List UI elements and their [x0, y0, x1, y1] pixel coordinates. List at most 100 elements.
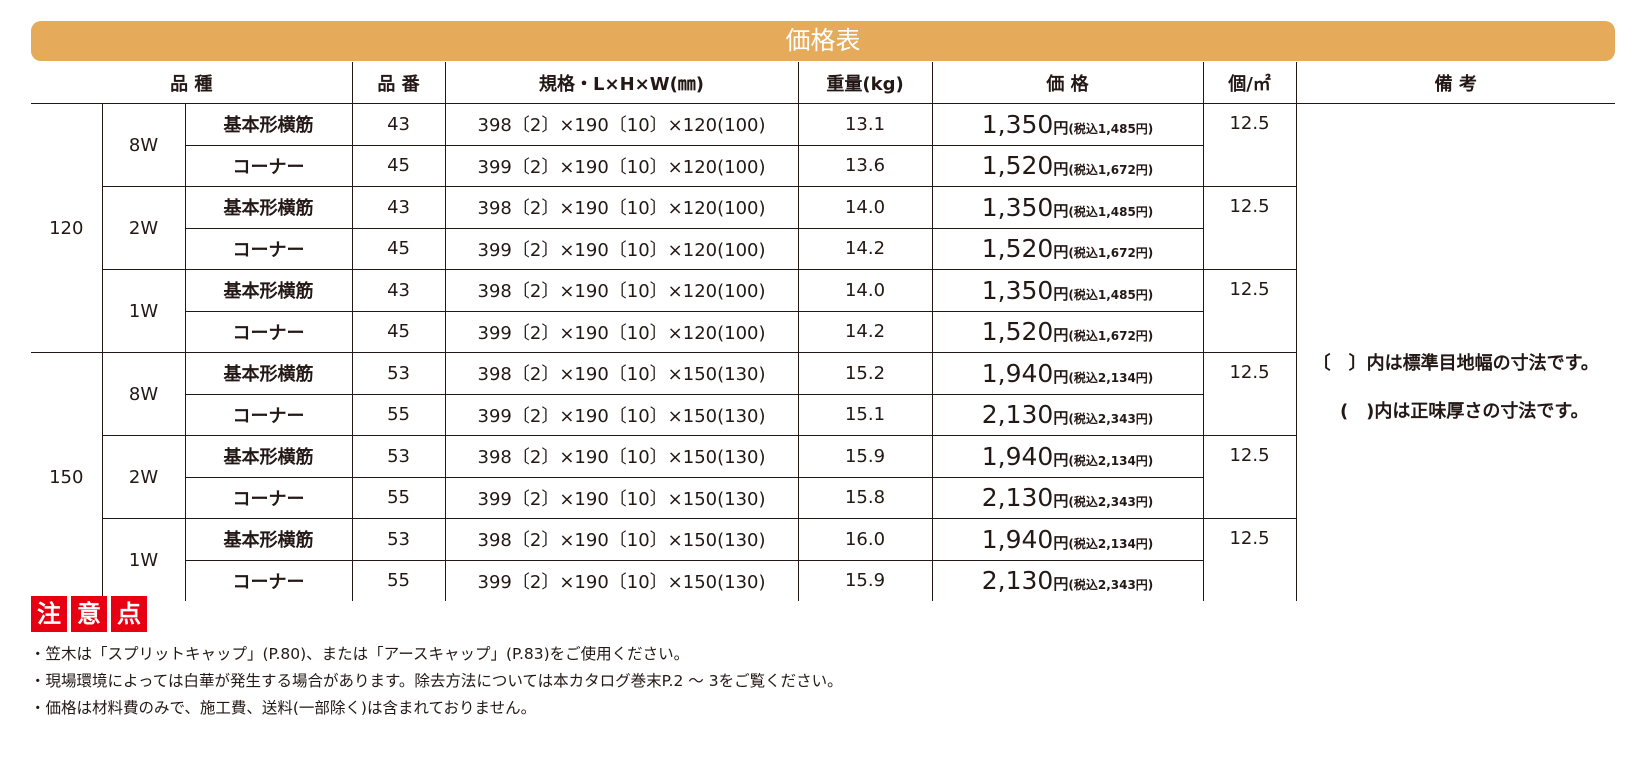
per-sqm	[1202, 477, 1297, 519]
price-yen: 円	[1053, 243, 1069, 262]
header-weight: 重量(kg)	[797, 62, 933, 104]
price-yen: 円	[1053, 575, 1069, 594]
header-per-sqm: 個/㎡	[1202, 62, 1297, 104]
price-tax-included: (税込1,672円)	[1068, 329, 1154, 344]
product-type: 基本形横筋	[184, 518, 353, 560]
header-spec: 規格・L×H×W(㎜)	[444, 62, 799, 104]
price-cell: 1,520円(税込1,672円)	[931, 144, 1204, 187]
price-tax-included: (税込2,343円)	[1068, 578, 1154, 593]
per-sqm	[1202, 145, 1297, 187]
price-tax-included: (税込1,672円)	[1068, 246, 1154, 261]
product-type: コーナー	[184, 559, 353, 601]
product-type: コーナー	[184, 310, 353, 353]
table-row: 150 8W 基本形横筋 53 398〔2〕×190〔10〕×150(130) 15.2 1…	[31, 352, 1615, 601]
spec: 399〔2〕×190〔10〕×120(100)	[444, 144, 799, 187]
spec: 399〔2〕×190〔10〕×120(100)	[444, 310, 799, 353]
price-yen: 円	[1053, 450, 1069, 469]
table-row: コーナー 45 399〔2〕×190〔10〕×120(100) 14.2 1,520円(…	[31, 227, 1615, 270]
header-product-code: 品 番	[351, 62, 446, 104]
price-yen: 円	[1053, 533, 1069, 552]
product-code: 53	[351, 435, 446, 477]
product-code: 53	[351, 352, 446, 394]
weight: 16.0	[797, 518, 933, 560]
header-price: 価 格	[931, 62, 1204, 104]
note-item: ・笠木は「スプリットキャップ」(P.80)、または「アースキャップ」(P.83)…	[30, 645, 690, 663]
weight: 14.2	[797, 310, 933, 353]
header-product-type: 品 種	[31, 62, 353, 104]
table-body: 120 8W 基本形横筋 43 398〔2〕×190〔10〕×120(100) 13.1 1…	[31, 103, 1616, 601]
spec: 398〔2〕×190〔10〕×120(100)	[444, 269, 799, 311]
price-cell: 1,350円(税込1,485円)	[931, 186, 1204, 228]
table-row: コーナー 45 399〔2〕×190〔10〕×120(100) 13.6 1,520円(…	[31, 144, 1615, 187]
remarks-cell: 〔 〕内は標準目地幅の寸法です。 ( )内は正味厚さの寸法です。	[1295, 103, 1616, 601]
spec: 399〔2〕×190〔10〕×150(130)	[444, 559, 799, 601]
spec: 398〔2〕×190〔10〕×120(100)	[444, 186, 799, 228]
spec: 399〔2〕×190〔10〕×120(100)	[444, 227, 799, 270]
price-yen: 円	[1053, 367, 1069, 386]
price-tax-included: (税込1,485円)	[1068, 204, 1154, 219]
spec: 399〔2〕×190〔10〕×150(130)	[444, 393, 799, 436]
price-tax-included: (税込2,134円)	[1068, 536, 1154, 551]
spec: 398〔2〕×190〔10〕×150(130)	[444, 518, 799, 560]
price-cell: 1,940円(税込2,134円)	[931, 352, 1204, 394]
price-yen: 円	[1053, 201, 1069, 220]
per-sqm	[1202, 560, 1297, 601]
product-code: 55	[351, 393, 446, 436]
price-tax-included: (税込1,485円)	[1068, 287, 1154, 302]
product-type: 基本形横筋	[184, 269, 353, 311]
width-cell: 1W	[101, 269, 185, 353]
weight: 15.1	[797, 393, 933, 436]
product-code: 53	[351, 518, 446, 560]
product-type: コーナー	[184, 476, 353, 519]
notice-char: 注	[31, 596, 67, 632]
per-sqm	[1202, 228, 1297, 270]
notice-label: 注 意 点	[31, 596, 147, 632]
price-tax-included: (税込2,134円)	[1068, 453, 1154, 468]
price-tax-included: (税込2,134円)	[1068, 370, 1154, 385]
price-value: 1,350	[981, 109, 1054, 139]
product-type: 基本形横筋	[184, 103, 353, 145]
weight: 15.9	[797, 559, 933, 601]
table-row: 1W 基本形横筋 43 398〔2〕×190〔10〕×120(100) 14.0 1,35…	[31, 269, 1615, 353]
width-cell: 8W	[101, 103, 185, 187]
price-tax-included: (税込1,485円)	[1068, 121, 1154, 136]
price-yen: 円	[1053, 118, 1069, 137]
table-row: コーナー 55 399〔2〕×190〔10〕×150(130) 15.8 2,130円(…	[31, 476, 1615, 519]
price-cell: 1,520円(税込1,672円)	[931, 310, 1204, 353]
table-row: 2W 基本形横筋 53 398〔2〕×190〔10〕×150(130) 15.9 1,94…	[31, 435, 1615, 519]
price-tax-included: (税込2,343円)	[1068, 495, 1154, 510]
size-cell: 150	[31, 352, 102, 601]
product-type: 基本形横筋	[184, 186, 353, 228]
width-cell: 2W	[101, 435, 185, 519]
price-cell: 1,350円(税込1,485円)	[931, 269, 1204, 311]
per-sqm: 12.5	[1202, 186, 1297, 228]
note-item: ・現場環境によっては白華が発生する場合があります。除去方法については本カタログ巻…	[30, 672, 843, 690]
price-value: 1,520	[981, 234, 1054, 264]
spec: 398〔2〕×190〔10〕×150(130)	[444, 352, 799, 394]
price-value: 1,940	[981, 524, 1054, 554]
table-row: 120 8W 基本形横筋 43 398〔2〕×190〔10〕×120(100) 13.1 1…	[31, 103, 1616, 601]
notice-char: 点	[111, 596, 147, 632]
notes-list: ・笠木は「スプリットキャップ」(P.80)、または「アースキャップ」(P.83)…	[30, 641, 843, 722]
remark-net-thickness: ( )内は正味厚さの寸法です。	[1339, 400, 1589, 422]
per-sqm: 12.5	[1202, 435, 1297, 477]
price-value: 1,520	[981, 317, 1054, 347]
product-code: 55	[351, 559, 446, 601]
price-value: 1,520	[981, 151, 1054, 181]
weight: 15.8	[797, 476, 933, 519]
table-row: コーナー 45 399〔2〕×190〔10〕×120(100) 14.2 1,520円(…	[31, 310, 1615, 353]
spec: 398〔2〕×190〔10〕×150(130)	[444, 435, 799, 477]
weight: 13.6	[797, 144, 933, 187]
per-sqm: 12.5	[1202, 103, 1297, 145]
price-yen: 円	[1053, 492, 1069, 511]
price-yen: 円	[1053, 160, 1069, 179]
width-cell: 1W	[101, 518, 185, 601]
width-cell: 8W	[101, 352, 185, 436]
product-code: 55	[351, 476, 446, 519]
notice-char: 意	[71, 596, 107, 632]
price-value: 1,350	[981, 275, 1054, 305]
weight: 14.2	[797, 227, 933, 270]
note-item: ・価格は材料費のみで、施工費、送料(一部除く)は含まれておりません。	[30, 699, 537, 717]
price-cell: 1,940円(税込2,134円)	[931, 518, 1204, 560]
per-sqm	[1202, 394, 1297, 436]
